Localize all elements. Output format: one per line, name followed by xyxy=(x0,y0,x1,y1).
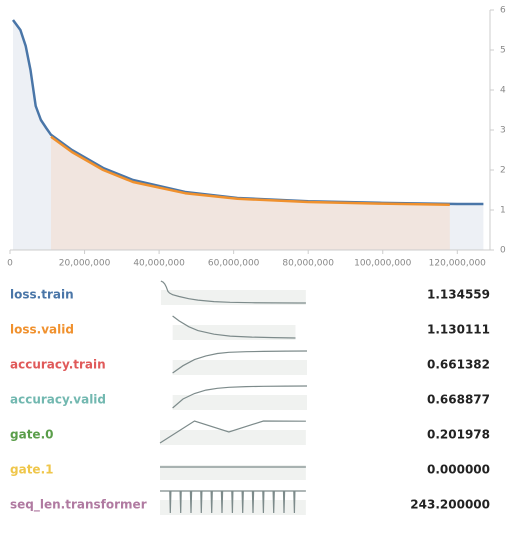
y-tick-label: 6 xyxy=(500,6,506,16)
x-tick-label: 20,000,000 xyxy=(59,259,111,269)
sparkline-bg xyxy=(172,395,307,410)
metric-value: 0.668877 xyxy=(427,393,490,407)
metric-value: 243.200000 xyxy=(410,498,490,512)
line xyxy=(50,135,450,207)
metric-value: 0.661382 xyxy=(427,358,490,372)
y-tick-label: 4 xyxy=(500,86,506,96)
metric-name: accuracy.train xyxy=(10,358,106,372)
metric-value: 0.201978 xyxy=(427,428,490,442)
metric-value: 0.000000 xyxy=(427,463,490,477)
x-tick-label: 0 xyxy=(7,259,13,269)
y-tick-label: 0 xyxy=(500,246,506,256)
sparkline xyxy=(172,385,308,409)
sparkline-bg xyxy=(160,465,306,480)
y-tick-label: 2 xyxy=(500,166,506,176)
y-tick-label: 1 xyxy=(500,206,506,216)
metric-name: loss.train xyxy=(10,288,74,302)
sparkline xyxy=(160,280,306,304)
sparkline xyxy=(172,350,308,374)
metric-name: gate.0 xyxy=(10,428,53,442)
metric-name: loss.valid xyxy=(10,323,74,337)
x-tick-label: 100,000,000 xyxy=(354,259,412,269)
sparkline-bg xyxy=(160,290,306,305)
sparkline xyxy=(160,490,306,514)
x-tick-label: 80,000,000 xyxy=(282,259,334,269)
y-tick-label: 5 xyxy=(500,46,506,56)
x-tick-label: 40,000,000 xyxy=(133,259,185,269)
metric-value: 1.130111 xyxy=(427,323,490,337)
sparkline-bg xyxy=(172,325,296,340)
metric-name: gate.1 xyxy=(10,463,53,477)
sparkline-bg xyxy=(172,360,307,375)
x-tick-label: 120,000,000 xyxy=(429,259,487,269)
x-tick-label: 60,000,000 xyxy=(208,259,260,269)
sparkline xyxy=(159,420,306,444)
metric-name: accuracy.valid xyxy=(10,393,106,407)
metric-name: seq_len.transformer xyxy=(10,498,147,513)
area xyxy=(51,136,450,250)
y-tick-label: 3 xyxy=(500,126,506,136)
sparkline xyxy=(172,315,296,339)
sparkline-bg xyxy=(160,430,306,445)
metric-value: 1.134559 xyxy=(427,288,490,302)
